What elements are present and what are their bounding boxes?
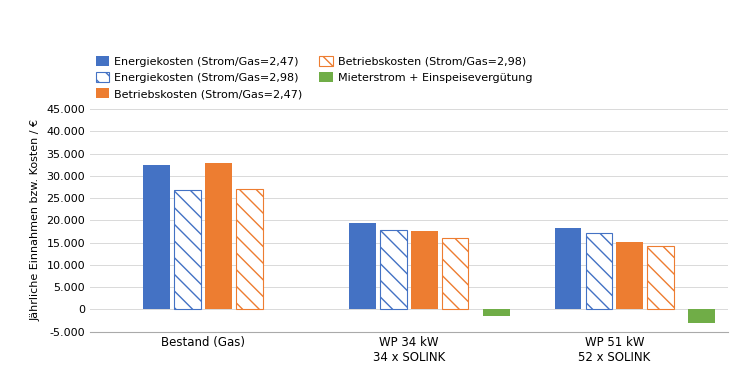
Bar [380, 230, 406, 309]
Bar [411, 231, 437, 309]
Bar [688, 309, 715, 323]
Bar [586, 233, 612, 309]
Bar [483, 309, 509, 316]
Bar [236, 189, 262, 309]
Bar [616, 242, 644, 309]
Legend: Energiekosten (Strom/Gas=2,47), Energiekosten (Strom/Gas=2,98), Betriebskosten (: Energiekosten (Strom/Gas=2,47), Energiek… [95, 56, 532, 99]
Bar [174, 190, 201, 309]
Bar [442, 238, 469, 309]
Bar [555, 229, 581, 309]
Bar [143, 165, 170, 309]
Y-axis label: Jährliche Einnahmen bzw. Kosten / €: Jährliche Einnahmen bzw. Kosten / € [31, 119, 40, 321]
Bar [206, 163, 232, 309]
Bar [349, 223, 376, 309]
Bar [647, 246, 674, 309]
